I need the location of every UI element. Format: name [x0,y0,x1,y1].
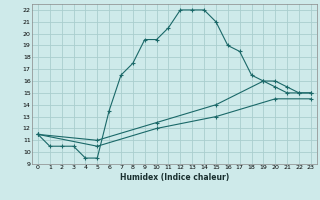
X-axis label: Humidex (Indice chaleur): Humidex (Indice chaleur) [120,173,229,182]
